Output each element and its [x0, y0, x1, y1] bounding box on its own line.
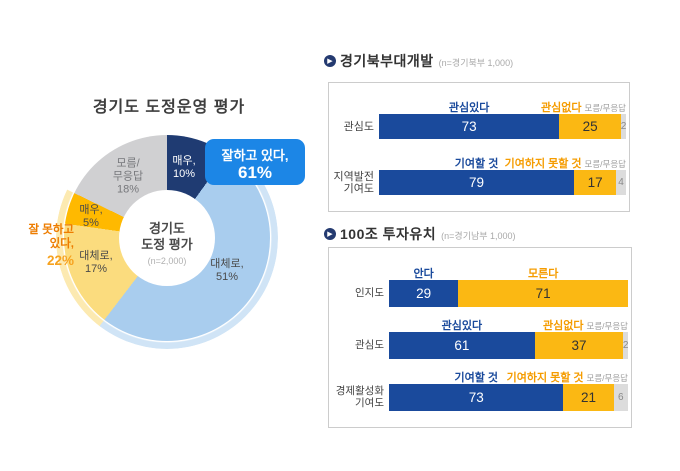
section-1-sample-size: (n=경기북부 1,000): [438, 58, 514, 68]
bar-row: 관심도 관심있다 관심없다 모름/무응답 61 37 2: [332, 317, 628, 359]
bar-row-label: 관심도: [355, 339, 384, 351]
bar-segment-dontknow: 2: [623, 331, 628, 359]
donut-segment-label: 모름/ 무응답 18%: [112, 157, 144, 196]
section-2-title: 100조 투자유치: [340, 226, 437, 242]
positive-callout-value: 61%: [237, 163, 273, 182]
bar-segment-dontknow: 4: [616, 170, 626, 195]
bar-segment-positive: 73: [389, 383, 564, 411]
bar-row: 인지도 안다 모른다 29 71: [332, 265, 628, 307]
positive-header-label: 관심있다: [448, 102, 490, 114]
negative-header-label: 기여하지 못할 것: [506, 371, 584, 384]
section-2-header: ▶ 100조 투자유치 (n=경기남부 1,000): [324, 224, 516, 244]
bar-row-label: 지역발전 기여도: [333, 170, 374, 195]
donut-segment-label: 매우, 10%: [172, 155, 196, 180]
bar-segment-dontknow: 6: [613, 383, 628, 411]
bar-segment-negative: 71: [458, 279, 628, 307]
bar-segment-positive: 61: [389, 331, 535, 359]
bar-row-label: 인지도: [355, 287, 384, 299]
section-2-sample-size: (n=경기남부 1,000): [441, 231, 516, 241]
donut-center-sample-size: (n=2,000): [147, 256, 187, 266]
negative-callout-value: 22%: [46, 253, 74, 268]
negative-header-label: 모른다: [527, 267, 559, 280]
section-1-header: ▶ 경기북부대개발 (n=경기북부 1,000): [324, 51, 513, 71]
donut-segment-label: 대체로, 17%: [79, 250, 113, 275]
dontknow-header-label: 모름/무응답: [584, 159, 626, 169]
negative-header-label: 기여하지 못할 것: [504, 158, 582, 170]
bar-segment-positive: 73: [379, 114, 560, 139]
dontknow-header-label: 모름/무응답: [586, 320, 628, 331]
positive-header-label: 안다: [413, 267, 434, 280]
positive-header-label: 기여할 것: [454, 158, 499, 170]
bar-row-label: 경제활성화 기여도: [335, 385, 384, 409]
dontknow-header-label: 모름/무응답: [586, 372, 628, 383]
section-bullet-icon: ▶: [324, 228, 336, 240]
bar-segment-positive: 29: [389, 279, 459, 307]
negative-header-label: 관심없다: [543, 319, 584, 332]
bar-segment-negative: 21: [563, 383, 614, 411]
negative-header-label: 관심없다: [541, 102, 582, 114]
donut-chart-title: 경기도 도정운영 평가: [92, 99, 246, 116]
bar-row: 경제활성화 기여도 기여할 것 기여하지 못할 것 모름/무응답 73 21 6: [332, 369, 628, 411]
section-1-title: 경기북부대개발: [340, 53, 434, 69]
donut-segment-label: 매우, 5%: [79, 204, 103, 229]
donut-hole: [119, 190, 215, 286]
bar-segment-negative: 37: [534, 331, 624, 359]
positive-header-label: 기여할 것: [454, 371, 498, 384]
bar-row: 관심도 관심있다 관심없다 모름/무응답 73 25 2: [332, 99, 626, 139]
bar-row: 지역발전 기여도 기여할 것 기여하지 못할 것 모름/무응답 79 17 4: [332, 155, 626, 195]
bar-segment-positive: 79: [379, 170, 575, 195]
bar-segment-negative: 17: [574, 170, 617, 195]
donut-center-label: 경기도 도정 평가 (n=2,000): [107, 221, 227, 266]
section-bullet-icon: ▶: [324, 55, 336, 67]
negative-callout: 잘 못하고 있다, 22%: [4, 224, 74, 268]
positive-callout: 잘하고 있다, 61%: [205, 139, 305, 185]
donut-segment-label: 대체로, 51%: [210, 258, 244, 283]
negative-callout-label: 잘 못하고 있다,: [28, 224, 74, 250]
bar-segment-dontknow: 2: [621, 114, 626, 139]
bar-segment-negative: 25: [559, 114, 622, 139]
section-2-bar-panel: 인지도 안다 모른다 29 71 관심도 관심있다 관심없다 모름/무응답 61 37 2 경제활성화 …: [328, 247, 632, 428]
dontknow-header-label: 모름/무응답: [584, 103, 626, 113]
positive-callout-label: 잘하고 있다,: [221, 148, 289, 163]
section-1-bar-panel: 관심도 관심있다 관심없다 모름/무응답 73 25 2 지역발전 기여도 기여할 것 기여하지 …: [328, 82, 630, 212]
bar-row-label: 관심도: [343, 120, 374, 133]
positive-header-label: 관심있다: [441, 319, 483, 332]
donut-center-title: 경기도 도정 평가: [141, 221, 193, 252]
